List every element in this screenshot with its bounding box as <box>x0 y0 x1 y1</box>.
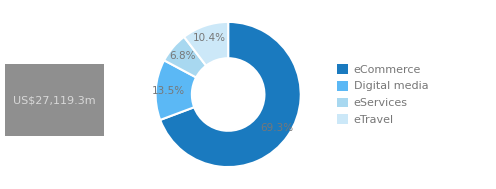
Wedge shape <box>160 22 301 167</box>
Wedge shape <box>164 37 206 77</box>
Legend: eCommerce, Digital media, eServices, eTravel: eCommerce, Digital media, eServices, eTr… <box>335 62 431 127</box>
Text: US$27,119.3m: US$27,119.3m <box>13 95 96 105</box>
Text: 10.4%: 10.4% <box>192 33 226 43</box>
Text: 69.3%: 69.3% <box>260 123 294 133</box>
Wedge shape <box>156 60 196 120</box>
Text: 13.5%: 13.5% <box>152 86 186 96</box>
Wedge shape <box>184 22 228 66</box>
Text: 6.8%: 6.8% <box>170 51 196 61</box>
